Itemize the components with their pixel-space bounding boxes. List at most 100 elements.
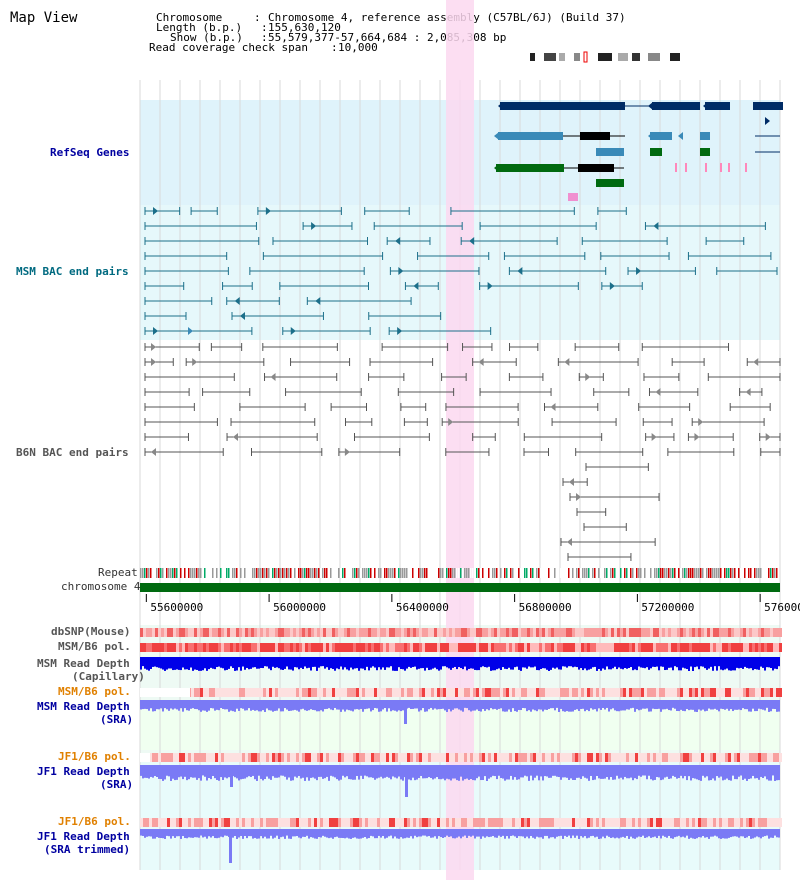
depth-bar: [680, 700, 682, 710]
depth-bar: [212, 700, 214, 709]
polymorphism-cell: [443, 628, 446, 637]
polymorphism-cell: [317, 643, 320, 652]
depth-bar: [194, 829, 196, 838]
track-label-jf1-trim: JF1 Read Depth: [37, 830, 130, 843]
depth-bar: [544, 765, 546, 777]
polymorphism-cell: [671, 753, 674, 762]
polymorphism-cell: [260, 688, 263, 697]
depth-bar: [290, 657, 292, 670]
depth-bar: [680, 657, 682, 671]
depth-bar: [644, 829, 646, 838]
repeat-mark: [562, 568, 564, 578]
polymorphism-cell: [344, 753, 347, 762]
depth-bar: [206, 829, 208, 839]
polymorphism-cell: [587, 628, 590, 637]
polymorphism-cell: [218, 628, 221, 637]
polymorphism-cell: [695, 818, 698, 827]
depth-bar: [574, 700, 576, 710]
depth-bar: [602, 657, 604, 669]
repeat-mark: [778, 568, 780, 578]
polymorphism-cell: [167, 818, 170, 827]
depth-bar: [232, 700, 234, 712]
depth-bar: [216, 765, 218, 780]
depth-bar: [738, 765, 740, 777]
depth-bar: [644, 657, 646, 669]
depth-bar: [594, 657, 596, 667]
repeat-mark: [532, 568, 534, 578]
depth-bar: [394, 829, 396, 837]
depth-bar: [524, 657, 526, 668]
depth-bar: [570, 765, 572, 779]
repeat-mark: [462, 568, 464, 578]
gene-arrow: [694, 433, 700, 441]
depth-bar: [180, 657, 182, 671]
depth-bar: [202, 657, 204, 671]
depth-bar: [730, 657, 732, 671]
depth-bar: [302, 700, 304, 709]
depth-bar: [646, 700, 648, 709]
depth-bar: [702, 765, 704, 776]
depth-bar: [150, 829, 152, 837]
depth-bar: [298, 765, 300, 776]
polymorphism-cell: [275, 753, 278, 762]
polymorphism-cell: [632, 818, 635, 827]
depth-bar: [774, 829, 776, 836]
polymorphism-cell: [317, 818, 320, 827]
polymorphism-cell: [248, 753, 251, 762]
depth-bar: [564, 765, 566, 778]
depth-bar: [368, 829, 370, 839]
polymorphism-cell: [737, 688, 740, 697]
depth-bar: [770, 765, 772, 781]
depth-bar: [716, 829, 718, 837]
depth-bar: [628, 700, 630, 710]
depth-bar: [508, 700, 510, 710]
polymorphism-cell: [245, 688, 248, 697]
polymorphism-cell: [188, 643, 191, 652]
depth-bar: [612, 829, 614, 838]
depth-bar: [512, 657, 514, 670]
depth-bar: [740, 700, 742, 711]
depth-bar: [370, 657, 372, 668]
depth-bar: [384, 829, 386, 839]
polymorphism-cell: [182, 628, 185, 637]
polymorphism-cell: [767, 688, 770, 697]
depth-bar: [312, 700, 314, 710]
polymorphism-cell: [380, 818, 383, 827]
depth-bar: [216, 657, 218, 668]
polymorphism-cell: [704, 643, 707, 652]
repeat-mark: [738, 568, 740, 578]
polymorphism-cell: [521, 818, 524, 827]
depth-bar: [308, 657, 310, 668]
depth-bar: [140, 765, 142, 776]
polymorphism-cell: [254, 753, 257, 762]
polymorphism-cell: [704, 818, 707, 827]
polymorphism-cell: [170, 628, 173, 637]
polymorphism-cell: [596, 818, 599, 827]
depth-bar: [690, 829, 692, 838]
ideogram-band: [559, 53, 565, 61]
depth-bar: [334, 829, 336, 838]
polymorphism-cell: [386, 628, 389, 637]
polymorphism-cell: [713, 688, 716, 697]
polymorphism-cell: [467, 628, 470, 637]
polymorphism-cell: [617, 818, 620, 827]
polymorphism-cell: [197, 753, 200, 762]
polymorphism-cell: [167, 643, 170, 652]
polymorphism-cell: [251, 753, 254, 762]
depth-bar: [148, 700, 150, 711]
depth-bar: [490, 829, 492, 837]
depth-bar: [536, 657, 538, 671]
polymorphism-cell: [221, 628, 224, 637]
depth-bar: [280, 765, 282, 776]
polymorphism-cell: [434, 688, 437, 697]
track-label-b6n-bac: B6N BAC end pairs: [16, 446, 129, 459]
depth-bar: [660, 700, 662, 712]
polymorphism-cell: [692, 628, 695, 637]
depth-bar: [240, 765, 242, 780]
depth-bar: [156, 765, 158, 778]
repeat-mark: [472, 568, 474, 578]
depth-bar: [268, 657, 270, 669]
depth-bar: [276, 657, 278, 668]
repeat-mark: [710, 568, 712, 578]
